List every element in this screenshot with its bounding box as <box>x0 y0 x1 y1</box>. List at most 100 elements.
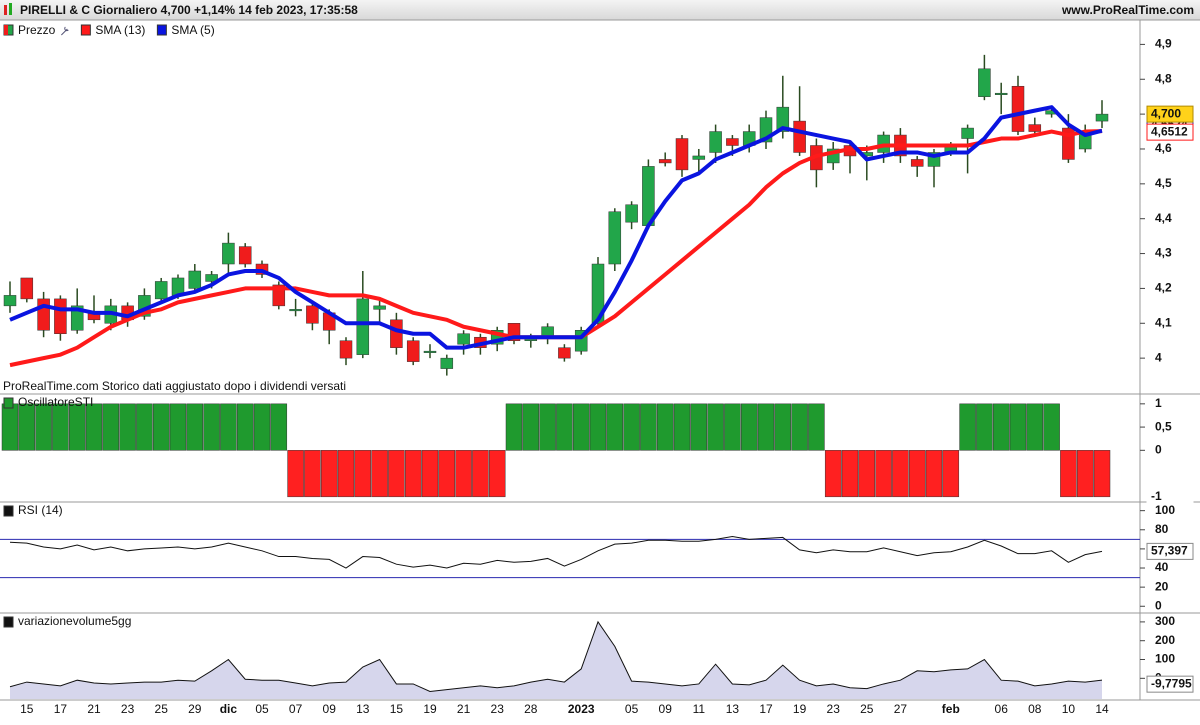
oscillator-bar <box>539 403 556 451</box>
candle-body <box>390 319 403 348</box>
candle-body <box>1011 85 1025 132</box>
oscillator-bar <box>572 403 590 451</box>
panel-icon <box>3 397 14 409</box>
x-tick-label: 25 <box>860 702 874 716</box>
x-tick-label: 15 <box>390 702 404 716</box>
volume-line <box>9 620 1103 692</box>
candle-body <box>726 138 739 146</box>
panel-title: OscillatoreSTI <box>18 395 93 409</box>
rsi-line <box>9 535 1103 569</box>
price-last-label: 4,700 <box>1151 106 1181 120</box>
x-tick-label: 09 <box>659 702 673 716</box>
y-tick-label: 4,3 <box>1155 246 1172 260</box>
candle-body <box>440 357 454 369</box>
oscillator-bar <box>556 403 573 451</box>
candle-body <box>961 127 974 139</box>
oscillator-bar <box>18 403 36 451</box>
oscillator-bar <box>1076 450 1094 498</box>
oscillator-bar <box>337 450 355 498</box>
last-value-label-box <box>1146 542 1194 560</box>
y-tick-label: 200 <box>1155 633 1175 647</box>
x-tick-label: 17 <box>759 702 773 716</box>
oscillator-bar <box>371 450 388 498</box>
oscillator-bar <box>858 450 876 498</box>
header-icon <box>9 3 12 15</box>
oscillator-bar <box>522 403 540 451</box>
oscillator-bar <box>119 403 136 451</box>
candle-body <box>306 305 319 324</box>
candle-body <box>625 204 638 223</box>
x-tick-label: 06 <box>995 702 1009 716</box>
oscillator-bar <box>404 450 422 498</box>
x-tick-label: 10 <box>1062 702 1076 716</box>
oscillator-bar <box>320 450 338 498</box>
sma-line <box>9 105 1103 350</box>
panel-icon <box>3 505 14 517</box>
price-last-label-box <box>1146 105 1194 123</box>
last-value-label: -1 <box>1151 489 1162 503</box>
oscillator-bar <box>623 403 640 451</box>
oscillator-bar <box>808 403 825 451</box>
legend-swatch <box>156 24 167 36</box>
oscillator-bar <box>68 403 86 451</box>
x-tick-label: 25 <box>155 702 169 716</box>
candle-body <box>205 274 218 282</box>
y-tick-label: 1 <box>1155 396 1162 410</box>
oscillator-bar <box>236 403 254 451</box>
note: ProRealTime.com Storico dati aggiustato … <box>3 379 346 393</box>
y-tick-label: 0 <box>1155 598 1162 612</box>
settings-icon <box>61 26 69 36</box>
x-tick-label: 27 <box>894 702 908 716</box>
candle-body <box>457 333 470 345</box>
x-tick-label: 13 <box>356 702 370 716</box>
candle-body <box>37 298 50 331</box>
y-tick-label: 4,5 <box>1155 176 1172 190</box>
legend-swatch <box>80 24 91 36</box>
y-tick-label: 0 <box>1155 442 1162 456</box>
x-tick-label: 15 <box>20 702 34 716</box>
oscillator-bar <box>1 403 19 451</box>
oscillator-bar <box>421 450 439 498</box>
oscillator-bar <box>841 450 859 498</box>
oscillator-bar <box>791 403 808 451</box>
oscillator-bar <box>774 403 792 451</box>
last-value-label-box <box>1146 675 1194 693</box>
oscillator-bar <box>724 403 741 451</box>
oscillator-bar <box>925 450 943 498</box>
candle-body <box>20 277 34 300</box>
candle-body <box>373 305 386 310</box>
volume-area <box>10 621 1102 699</box>
x-tick-label: 23 <box>121 702 135 716</box>
x-tick-label: 23 <box>491 702 505 716</box>
y-tick-label: 40 <box>1155 560 1169 574</box>
x-tick-label: 08 <box>1028 702 1042 716</box>
candle-body <box>289 309 302 312</box>
x-tick-label: 14 <box>1095 702 1109 716</box>
x-tick-label: 13 <box>726 702 740 716</box>
panel-title: variazionevolume5gg <box>18 614 131 628</box>
candle-body <box>994 92 1008 95</box>
x-tick-label: 19 <box>793 702 807 716</box>
y-tick-label: 4,8 <box>1155 71 1172 85</box>
y-tick-label: 4,2 <box>1155 281 1172 295</box>
y-tick-label: 4,1 <box>1155 315 1172 329</box>
x-tick-label: 23 <box>827 702 841 716</box>
x-tick-label: 21 <box>87 702 101 716</box>
oscillator-bar <box>287 450 304 498</box>
oscillator-bar <box>942 450 960 498</box>
y-tick-label: 100 <box>1155 652 1175 666</box>
oscillator-bar <box>1093 450 1111 498</box>
legend-swatch <box>4 25 8 35</box>
oscillator-bar <box>253 403 271 451</box>
oscillator-bar <box>976 403 993 451</box>
last-value-label: 57,397 <box>1151 544 1188 558</box>
candle-body <box>222 242 235 265</box>
candle-body <box>1028 124 1042 132</box>
panel-icon <box>3 616 14 628</box>
oscillator-bar <box>673 403 691 451</box>
y-tick-label: 4,9 <box>1155 37 1172 51</box>
candle-body <box>423 350 437 353</box>
candle-body <box>339 340 353 359</box>
legend-label: SMA (13) <box>95 23 145 37</box>
oscillator-bar <box>824 450 842 498</box>
